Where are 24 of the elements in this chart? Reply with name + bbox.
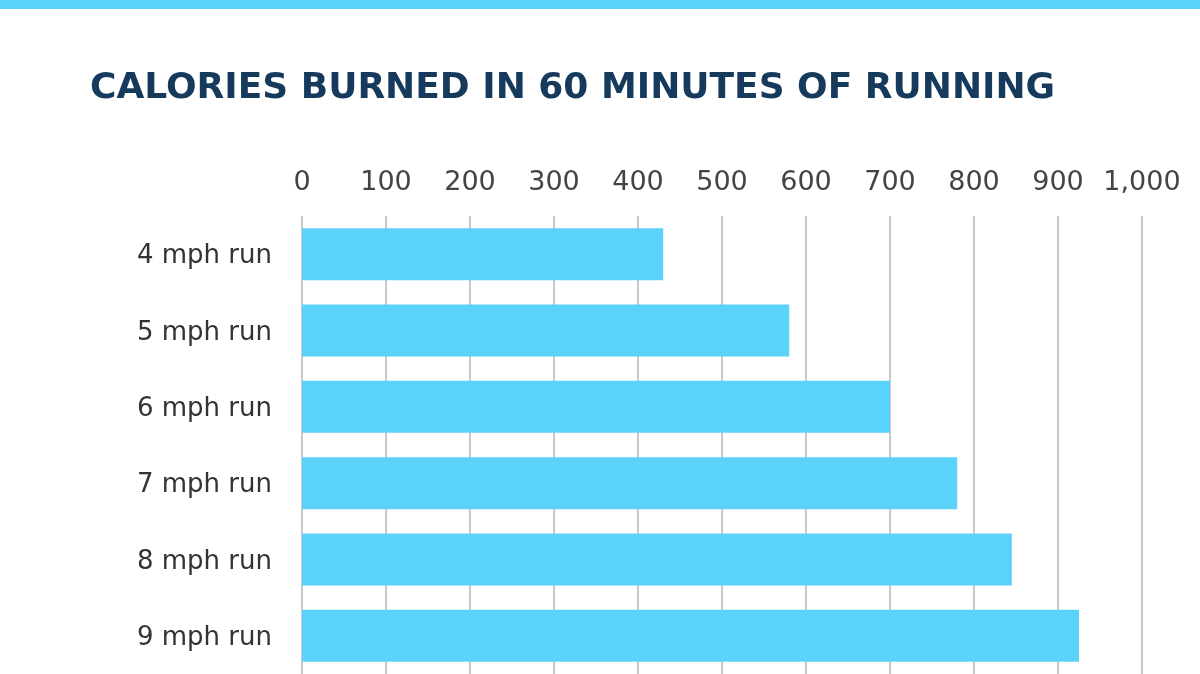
x-tick-label: 400: [612, 165, 664, 196]
y-tick-label: 8 mph run: [136, 544, 272, 575]
x-tick-label: 300: [528, 165, 580, 196]
x-tick-label: 800: [948, 165, 1000, 196]
bar: [302, 228, 664, 281]
y-tick-label: 5 mph run: [136, 315, 272, 346]
x-tick-label: 900: [1032, 165, 1084, 196]
chart-title: CALORIES BURNED IN 60 MINUTES OF RUNNING: [90, 64, 1056, 106]
x-tick-label: 200: [444, 165, 496, 196]
x-tick-label: 500: [696, 165, 748, 196]
x-tick-label: 0: [293, 165, 311, 196]
x-tick-label: 1,000: [1103, 165, 1181, 196]
x-tick-label: 700: [864, 165, 916, 196]
x-tick-label: 100: [360, 165, 412, 196]
y-tick-label: 6 mph run: [136, 391, 272, 422]
bar: [302, 457, 958, 510]
bar: [302, 609, 1079, 662]
y-tick-label: 9 mph run: [136, 620, 272, 651]
bar: [302, 380, 890, 433]
y-tick-label: 7 mph run: [136, 468, 272, 499]
y-tick-label: 4 mph run: [136, 239, 272, 270]
bar: [302, 533, 1012, 586]
x-tick-label: 600: [780, 165, 832, 196]
bar: [302, 304, 790, 357]
